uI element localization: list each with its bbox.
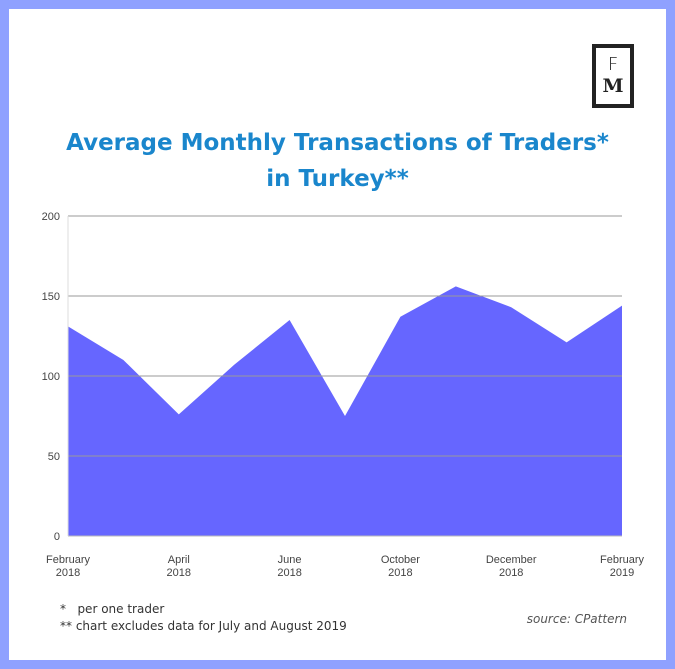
footnotes: * per one trader ** chart excludes data … bbox=[60, 601, 347, 635]
logo-letter-m: M bbox=[602, 75, 624, 97]
x-tick-label-1-line-2: 2018 bbox=[167, 567, 191, 579]
x-tick-label-4-line-2: 2018 bbox=[499, 567, 523, 579]
x-tick-label-1: April 2018 bbox=[167, 554, 191, 579]
x-tick-label-3: October 2018 bbox=[381, 554, 420, 579]
x-tick-label-3-line-2: 2018 bbox=[388, 567, 412, 579]
chart-card: F M Average Monthly Transactions of Trad… bbox=[9, 9, 666, 660]
x-tick-label-5: February 2019 bbox=[600, 554, 645, 579]
y-tick-label-150: 150 bbox=[42, 291, 60, 303]
x-tick-label-1-line-1: April bbox=[168, 554, 190, 566]
x-tick-label-0-line-2: 2018 bbox=[56, 567, 80, 579]
x-tick-label-2: June 2018 bbox=[277, 554, 301, 579]
x-tick-label-0: February 2018 bbox=[46, 554, 91, 579]
chart-title-line-2: in Turkey** bbox=[266, 166, 409, 192]
x-tick-label-5-line-1: February bbox=[600, 554, 645, 566]
x-tick-label-0-line-1: February bbox=[46, 554, 91, 566]
y-tick-label-50: 50 bbox=[48, 451, 60, 463]
footnote-2: ** chart excludes data for July and Augu… bbox=[60, 619, 347, 633]
source-note: source: CPattern bbox=[526, 612, 627, 626]
x-tick-label-3-line-1: October bbox=[381, 554, 420, 566]
x-tick-label-4-line-1: December bbox=[486, 554, 537, 566]
x-tick-label-5-line-2: 2019 bbox=[610, 567, 634, 579]
y-tick-label-0: 0 bbox=[54, 531, 60, 543]
logo-letter-f: F bbox=[607, 54, 619, 75]
fm-logo: F M bbox=[592, 44, 634, 108]
x-tick-label-4: December 2018 bbox=[486, 554, 537, 579]
y-tick-label-100: 100 bbox=[42, 371, 60, 383]
footnote-1: * per one trader bbox=[60, 602, 165, 616]
area-series bbox=[68, 286, 622, 536]
y-tick-label-200: 200 bbox=[42, 211, 60, 223]
x-tick-label-2-line-2: 2018 bbox=[277, 567, 301, 579]
x-tick-label-2-line-1: June bbox=[278, 554, 302, 566]
chart-title-line-1: Average Monthly Transactions of Traders* bbox=[66, 130, 609, 156]
chart-title: Average Monthly Transactions of Traders*… bbox=[9, 125, 666, 197]
